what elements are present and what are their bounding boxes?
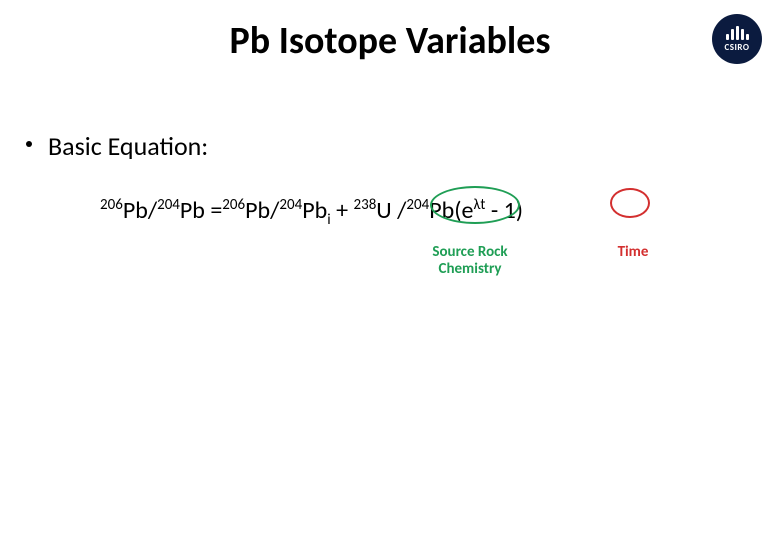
sup-206-b: 206 (222, 196, 245, 214)
logo-bars-icon (726, 26, 749, 40)
eq-u: U / (376, 196, 406, 225)
sup-lambda-t: λt (473, 196, 485, 214)
slide: Pb Isotope Variables CSIRO Basic Equatio… (0, 0, 780, 540)
sup-206-a: 206 (100, 196, 123, 214)
logo-text: CSIRO (725, 42, 750, 53)
sup-204-c: 204 (406, 196, 429, 214)
sup-204-a: 204 (157, 196, 180, 214)
eq-pb1: Pb/ (123, 196, 157, 225)
annotation-source-rock-text: Source RockChemistry (432, 243, 507, 278)
equation-container: 206Pb/204Pb =206Pb/204Pbi + 238U /204Pb(… (100, 196, 720, 236)
csiro-logo: CSIRO (712, 14, 762, 64)
sup-238: 238 (353, 196, 376, 214)
bullet-label: Basic Equation: (48, 130, 208, 162)
bullet-basic-equation: Basic Equation: (48, 130, 208, 162)
annotation-source-rock: Source RockChemistry (415, 244, 525, 279)
annotation-time-text: Time (618, 243, 649, 261)
bullet-dot-icon (26, 141, 32, 147)
eq-pb5: Pb(e (429, 196, 473, 225)
eq-pb2: Pb = (180, 196, 222, 225)
eq-plus: + (331, 196, 354, 225)
isotope-equation: 206Pb/204Pb =206Pb/204Pbi + 238U /204Pb(… (100, 196, 720, 225)
eq-pb4: Pb (302, 196, 327, 225)
eq-pb3: Pb/ (245, 196, 279, 225)
eq-tail: - 1) (485, 196, 523, 225)
page-title: Pb Isotope Variables (0, 18, 780, 64)
sup-204-b: 204 (279, 196, 302, 214)
annotation-time: Time (608, 244, 658, 261)
